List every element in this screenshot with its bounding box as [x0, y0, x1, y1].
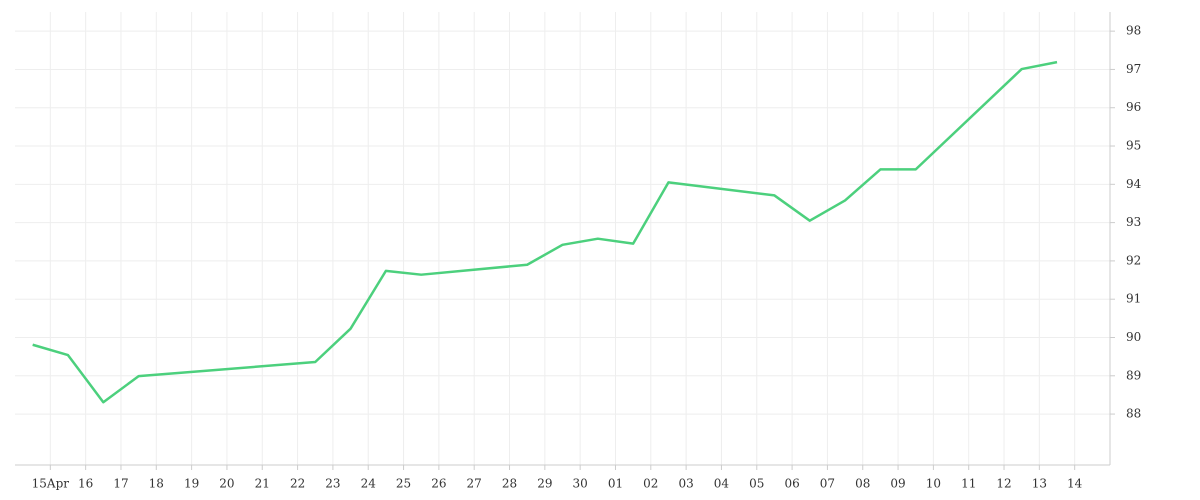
x-tick-label: 29	[537, 477, 552, 491]
x-tick-label: 07	[820, 477, 835, 491]
x-tick-label: 04	[714, 477, 730, 491]
y-tick-label: 88	[1126, 407, 1141, 421]
y-tick-label: 92	[1126, 253, 1141, 267]
x-tick-label: 18	[149, 477, 164, 491]
x-tick-label: 11	[961, 477, 976, 491]
x-tick-label: 01	[608, 477, 623, 491]
x-tick-label: 19	[184, 477, 199, 491]
x-tick-label: 13	[1032, 477, 1047, 491]
x-tick-label: 15Apr	[32, 477, 70, 491]
x-tick-label: 28	[502, 477, 517, 491]
x-tick-label: 25	[396, 477, 411, 491]
y-tick-label: 90	[1126, 330, 1141, 344]
y-tick-label: 96	[1126, 100, 1141, 114]
y-tick-label: 94	[1126, 177, 1142, 191]
x-tick-label: 14	[1067, 477, 1083, 491]
x-tick-label: 09	[890, 477, 905, 491]
y-tick-label: 89	[1126, 368, 1141, 382]
x-tick-label: 05	[749, 477, 764, 491]
y-tick-label: 93	[1126, 215, 1141, 229]
x-tick-label: 21	[255, 477, 270, 491]
x-tick-label: 23	[325, 477, 340, 491]
y-tick-label: 95	[1126, 139, 1141, 153]
y-tick-label: 98	[1126, 24, 1141, 38]
y-tick-label: 97	[1126, 62, 1141, 76]
x-tick-label: 24	[361, 477, 377, 491]
x-tick-label: 17	[113, 477, 128, 491]
x-tick-label: 08	[855, 477, 870, 491]
x-tick-label: 12	[996, 477, 1011, 491]
x-tick-label: 02	[643, 477, 658, 491]
line	[32, 60, 1058, 404]
x-tick-label: 03	[678, 477, 693, 491]
x-tick-label: 26	[431, 477, 446, 491]
x-tick-label: 22	[290, 477, 305, 491]
x-tick-label: 10	[926, 477, 941, 491]
y-tick-label: 91	[1126, 292, 1141, 306]
x-tick-label: 20	[219, 477, 234, 491]
x-tick-label: 30	[573, 477, 588, 491]
x-tick-label: 06	[784, 477, 799, 491]
x-tick-label: 27	[467, 477, 482, 491]
x-tick-label: 16	[78, 477, 93, 491]
